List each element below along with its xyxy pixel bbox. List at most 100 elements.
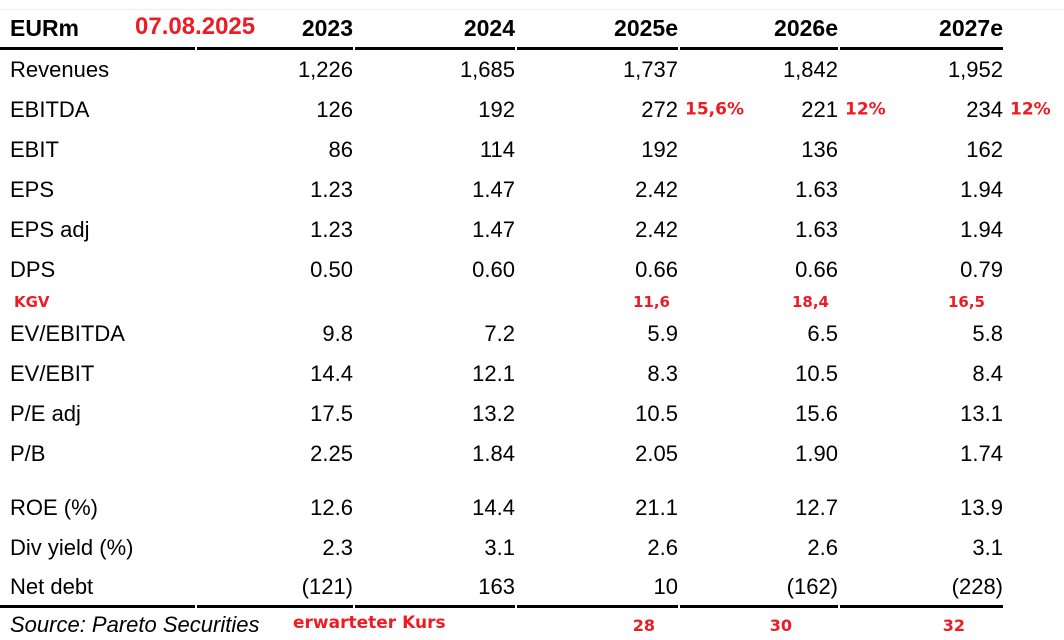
value-cell: 10 <box>517 568 678 608</box>
value-cell: 86 <box>328 137 353 162</box>
table-row-pe-adj: P/E adj 17.5 13.2 10.5 15.6 13.1 <box>0 394 1064 434</box>
growth-annotation-2027e: 12% <box>1010 99 1051 120</box>
value-cell: 5.9 <box>647 321 678 346</box>
value-cell: 8.4 <box>972 361 1003 386</box>
table-row-eps: EPS 1.23 1.47 2.42 1.63 1.94 <box>0 170 1064 210</box>
value-cell: 1,952 <box>947 57 1003 82</box>
value-cell: 1.23 <box>310 177 353 202</box>
table-row-ebit: EBIT 86 114 192 136 162 <box>0 130 1064 170</box>
value: 221 <box>801 97 838 122</box>
value-cell: 1.74 <box>960 441 1003 466</box>
value: 234 <box>966 97 1003 122</box>
value-cell: 1,842 <box>782 57 838 82</box>
group-spacer <box>0 474 1064 488</box>
top-divider <box>0 0 1064 10</box>
value-cell: 0.79 <box>960 257 1003 282</box>
value-cell: 1.63 <box>795 177 838 202</box>
value-cell: 15.6 <box>795 401 838 426</box>
value-cell: 13.9 <box>960 495 1003 520</box>
unit-header-cell: EURm 07.08.2025 <box>0 10 255 50</box>
expected-price-2026e: 30 <box>769 616 792 635</box>
value-cell: 1.94 <box>960 177 1003 202</box>
table-row-net-debt: Net debt (121) 163 10 (162) (228) <box>0 568 1064 608</box>
source-note: Source: Pareto Securities <box>10 612 260 637</box>
value-cell: 2.6 <box>807 535 838 560</box>
value-cell: 8.3 <box>647 361 678 386</box>
col-header-2027e: 2027e <box>840 10 1003 50</box>
value-cell: 2.05 <box>635 441 678 466</box>
financial-summary-table: EURm 07.08.2025 2023 2024 2025e 2026e 20… <box>0 10 1064 640</box>
value-cell: 126 <box>316 97 353 122</box>
value-cell: 192 <box>641 137 678 162</box>
value-cell: 12.7 <box>795 495 838 520</box>
row-label: EBIT <box>10 137 59 162</box>
value-cell: 6.5 <box>807 321 838 346</box>
row-label: P/B <box>10 441 46 466</box>
value-cell: 7.2 <box>484 321 515 346</box>
table-row-pb: P/B 2.25 1.84 2.05 1.90 1.74 <box>0 434 1064 474</box>
value-cell: 0.50 <box>310 257 353 282</box>
value-cell: 0.60 <box>472 257 515 282</box>
value-cell: 3.1 <box>972 535 1003 560</box>
expected-price-2025e: 28 <box>632 616 655 635</box>
value-cell: 0.66 <box>635 257 678 282</box>
value-cell: 1.23 <box>310 217 353 242</box>
value-cell: 2.42 <box>635 177 678 202</box>
value-cell: 2.6 <box>647 535 678 560</box>
unit-label: EURm <box>10 15 80 41</box>
value-cell: 5.8 <box>972 321 1003 346</box>
kgv-empty-cell <box>197 290 353 314</box>
row-label: EBITDA <box>10 97 90 122</box>
value-cell: (162) <box>680 568 838 608</box>
row-label: EPS adj <box>10 217 90 242</box>
table-row-ev-ebitda: EV/EBITDA 9.8 7.2 5.9 6.5 5.8 <box>0 314 1064 354</box>
value-cell: 136 <box>801 137 838 162</box>
value-cell: 14.4 <box>310 361 353 386</box>
table-row-ebitda: EBITDA 126 192 272 15,6% 221 12% 234 12% <box>0 90 1064 130</box>
kgv-value-2027e: 16,5 <box>947 293 985 311</box>
col-header-2025e: 2025e <box>517 10 678 50</box>
kgv-label: KGV <box>14 293 50 311</box>
col-header-2024: 2024 <box>355 10 515 50</box>
value-cell: 17.5 <box>310 401 353 426</box>
value-cell: 1.94 <box>960 217 1003 242</box>
row-label: DPS <box>10 257 56 282</box>
table-row-div-yield: Div yield (%) 2.3 3.1 2.6 2.6 3.1 <box>0 528 1064 568</box>
growth-annotation-2026e: 12% <box>845 99 886 120</box>
value-cell: 10.5 <box>795 361 838 386</box>
row-label: ROE (%) <box>10 495 98 520</box>
col-header-2023: 2023 <box>197 10 353 50</box>
value-cell: 114 <box>479 137 515 162</box>
value-cell: 21.1 <box>635 495 678 520</box>
row-label: Net debt <box>0 568 195 608</box>
table-row-eps-adj: EPS adj 1.23 1.47 2.42 1.63 1.94 <box>0 210 1064 250</box>
value-cell: 12.1 <box>472 361 515 386</box>
kgv-empty-cell <box>355 290 515 314</box>
value-cell: 2.3 <box>322 535 353 560</box>
value-cell: 163 <box>355 568 515 608</box>
table-row-revenues: Revenues 1,226 1,685 1,737 1,842 1,952 <box>0 50 1064 90</box>
expected-price-2027e: 32 <box>942 616 965 635</box>
col-header-2026e: 2026e <box>680 10 838 50</box>
value-cell: 1.90 <box>795 441 838 466</box>
value-cell: 3.1 <box>484 535 515 560</box>
value-cell: 9.8 <box>322 321 353 346</box>
kgv-value-2025e: 11,6 <box>632 293 670 311</box>
row-label: EPS <box>10 177 55 202</box>
value-cell: (228) <box>840 568 1003 608</box>
value-cell: 234 12% <box>840 90 1050 130</box>
value-cell: 1,737 <box>622 57 678 82</box>
value: 272 <box>641 97 678 122</box>
row-label: Revenues <box>10 57 110 82</box>
value-cell: 0.66 <box>795 257 838 282</box>
growth-annotation-2025e: 15,6% <box>685 99 744 120</box>
value-cell: 162 <box>966 137 1003 162</box>
value-cell: 14.4 <box>472 495 515 520</box>
value-cell: 221 12% <box>680 90 885 130</box>
value-cell: 10.5 <box>635 401 678 426</box>
header-row: EURm 07.08.2025 2023 2024 2025e 2026e 20… <box>0 10 1064 50</box>
row-label: P/E adj <box>10 401 81 426</box>
table-row-ev-ebit: EV/EBIT 14.4 12.1 8.3 10.5 8.4 <box>0 354 1064 394</box>
date-annotation: 07.08.2025 <box>135 12 256 40</box>
value-cell: 272 15,6% <box>517 90 744 130</box>
